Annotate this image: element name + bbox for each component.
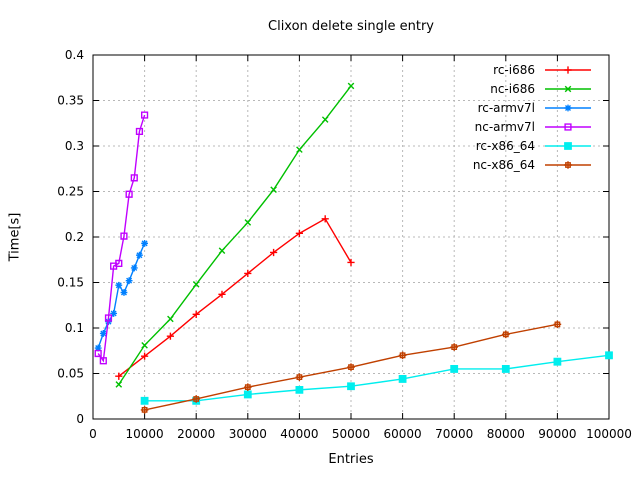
x-tick-label: 40000: [280, 427, 318, 441]
series-marker-nc-i686: [321, 116, 329, 123]
series-marker-nc-x86_64: [450, 343, 458, 351]
chart-title: Clixon delete single entry: [268, 19, 434, 34]
series-marker-rc-i686: [270, 248, 278, 257]
series-marker-nc-armv7l: [110, 262, 118, 270]
series-marker-nc-armv7l: [125, 190, 133, 198]
series-line-rc-x86_64: [144, 354, 610, 402]
series-marker-rc-armv7l: [120, 289, 128, 296]
series-marker-nc-x86_64: [502, 330, 510, 339]
series-marker-rc-i686: [321, 215, 329, 223]
x-axis-label: Entries: [328, 452, 374, 467]
series-marker-rc-x86_64: [140, 396, 149, 405]
legend-label-rc-armv7l: rc-armv7l: [478, 101, 535, 115]
series-marker-nc-x86_64: [244, 383, 252, 391]
series-marker-rc-x86_64: [295, 385, 304, 394]
legend-marker-nc-i686: [564, 85, 572, 93]
legend-marker-rc-x86_64: [564, 142, 572, 150]
series-marker-nc-x86_64: [398, 351, 407, 360]
series-marker-nc-i686: [141, 341, 148, 349]
x-tick-label: 30000: [229, 427, 267, 441]
series-line-rc-i686: [118, 217, 352, 377]
legend-marker-rc-armv7l: [564, 104, 572, 112]
x-tick-label: 20000: [177, 427, 215, 441]
series-marker-nc-x86_64: [347, 363, 355, 371]
x-tick-label: 70000: [435, 427, 473, 441]
series-marker-rc-i686: [244, 269, 252, 277]
series-marker-rc-x86_64: [605, 351, 613, 360]
series-marker-rc-armv7l: [99, 330, 107, 337]
series-marker-nc-x86_64: [295, 373, 304, 381]
series-marker-nc-armv7l: [115, 259, 123, 267]
series-marker-nc-x86_64: [192, 395, 200, 403]
series-marker-nc-x86_64: [553, 320, 562, 329]
series-line-nc-armv7l: [97, 114, 146, 363]
x-tick-label: 0: [89, 427, 97, 441]
y-tick-label: 0.15: [57, 276, 84, 290]
series-marker-nc-armv7l: [99, 357, 107, 365]
series-marker-nc-armv7l: [104, 314, 113, 322]
y-tick-label: 0: [76, 412, 84, 426]
series-marker-rc-armv7l: [125, 277, 133, 285]
series-marker-rc-x86_64: [450, 365, 459, 373]
series-marker-rc-i686: [295, 229, 303, 237]
series-marker-nc-armv7l: [94, 349, 102, 358]
series-marker-nc-i686: [167, 315, 174, 323]
series-marker-rc-armv7l: [136, 251, 143, 259]
x-tick-label: 60000: [384, 427, 422, 441]
x-tick-label: 80000: [487, 427, 525, 441]
series-line-nc-i686: [118, 85, 352, 385]
series-marker-nc-i686: [192, 281, 200, 288]
x-tick-label: 100000: [586, 427, 632, 441]
series-marker-nc-i686: [296, 146, 303, 153]
series-marker-rc-x86_64: [347, 382, 355, 391]
series-marker-rc-x86_64: [553, 357, 562, 366]
y-tick-label: 0.3: [65, 139, 84, 153]
y-tick-label: 0.35: [57, 94, 84, 108]
legend-marker-nc-armv7l: [564, 123, 572, 131]
series-marker-rc-i686: [347, 258, 355, 267]
series-marker-nc-i686: [115, 381, 123, 388]
series-marker-rc-armv7l: [141, 239, 148, 247]
series-marker-nc-armv7l: [141, 111, 149, 119]
series-marker-rc-armv7l: [130, 264, 138, 272]
x-tick-label: 10000: [126, 427, 164, 441]
series-marker-nc-armv7l: [120, 232, 128, 240]
y-tick-label: 0.4: [65, 48, 84, 62]
series-marker-rc-i686: [141, 352, 149, 360]
series-marker-rc-armv7l: [94, 344, 102, 352]
y-tick-label: 0.2: [65, 230, 84, 244]
legend-label-nc-x86_64: nc-x86_64: [473, 158, 535, 172]
series-marker-rc-armv7l: [115, 281, 123, 289]
series-marker-nc-i686: [347, 82, 355, 90]
series-marker-rc-x86_64: [501, 365, 510, 373]
series-marker-rc-i686: [166, 332, 174, 340]
x-tick-label: 50000: [332, 427, 370, 441]
series-marker-nc-armv7l: [130, 174, 138, 182]
series-marker-rc-i686: [115, 372, 123, 380]
series-marker-rc-x86_64: [243, 390, 252, 399]
series-marker-nc-i686: [270, 186, 277, 193]
series-marker-nc-i686: [244, 219, 252, 226]
legend-label-nc-i686: nc-i686: [490, 82, 535, 96]
series-marker-nc-i686: [218, 247, 226, 254]
series-marker-rc-x86_64: [398, 375, 407, 383]
y-tick-label: 0.05: [57, 367, 84, 381]
y-tick-label: 0.1: [65, 321, 84, 335]
legend-label-nc-armv7l: nc-armv7l: [475, 120, 535, 134]
series-marker-rc-i686: [192, 310, 200, 318]
legend-label-rc-x86_64: rc-x86_64: [476, 139, 535, 153]
legend-marker-nc-x86_64: [564, 161, 572, 169]
series-line-rc-armv7l: [97, 243, 146, 349]
legend-label-rc-i686: rc-i686: [493, 63, 535, 77]
series-marker-rc-armv7l: [110, 310, 118, 317]
series-marker-nc-armv7l: [135, 127, 144, 136]
legend-marker-rc-i686: [564, 66, 572, 74]
x-tick-label: 90000: [538, 427, 576, 441]
series-marker-nc-x86_64: [140, 406, 149, 414]
series-marker-rc-i686: [218, 290, 226, 298]
y-tick-label: 0.25: [57, 185, 84, 199]
